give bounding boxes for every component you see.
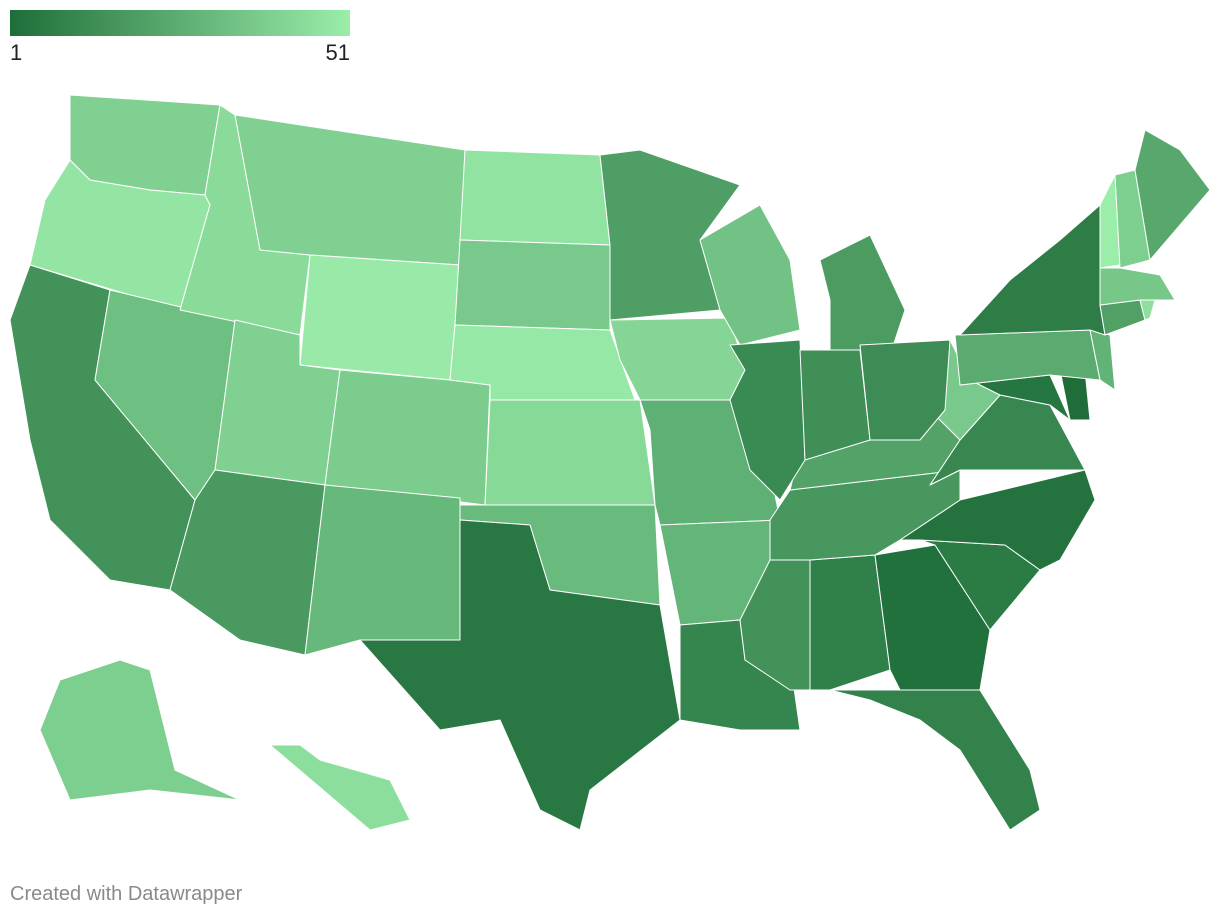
state (799, 349, 871, 461)
state (959, 204, 1106, 336)
state (899, 469, 1096, 571)
state (359, 519, 681, 831)
state (299, 254, 461, 381)
state (954, 329, 1101, 386)
state (819, 234, 906, 356)
state (269, 744, 411, 831)
state (304, 484, 461, 656)
state (234, 114, 466, 266)
state (1099, 299, 1146, 336)
state (1134, 129, 1211, 261)
state (829, 689, 1041, 831)
legend-gradient (10, 10, 350, 36)
legend-max: 51 (326, 40, 350, 65)
state (454, 239, 611, 331)
states (9, 94, 1211, 831)
state (1099, 267, 1176, 306)
state (459, 149, 611, 246)
credit: Created with Datawrapper (10, 883, 243, 905)
state (699, 204, 801, 346)
legend-min: 1 (10, 40, 22, 65)
state (39, 659, 241, 801)
state (324, 369, 491, 506)
state (859, 339, 951, 441)
state (484, 399, 656, 506)
